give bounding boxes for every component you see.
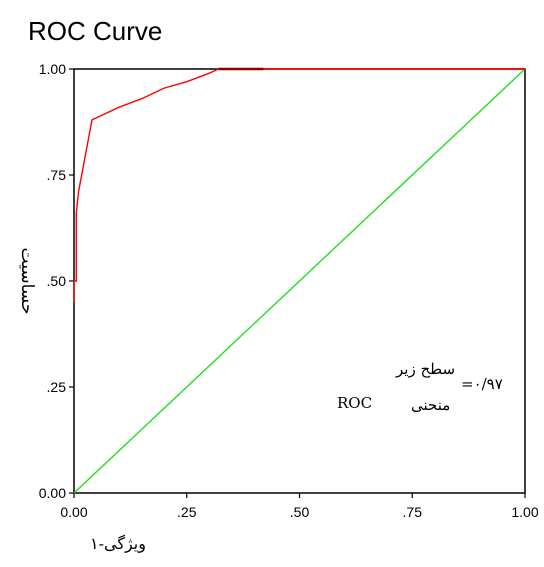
annotation-roc: ROC [337,394,372,412]
y-tick-label: 1.00 [39,61,66,77]
x-tick-label: .75 [403,504,423,520]
y-tick-label: .75 [47,167,67,183]
x-axis-label: ویژگی-۱ [90,534,146,553]
y-axis-label: حساسیت [17,248,37,315]
x-tick-label: .25 [177,504,197,520]
auc-annotation: سطح زیر ROC منحنی =۰/۹۷ [337,360,503,414]
chart-title: ROC Curve [28,16,162,46]
annotation-value: =۰/۹۷ [461,375,503,393]
annotation-line1: سطح زیر [395,360,455,378]
annotation-line2-word: منحنی [411,396,450,414]
plot-area: 0.00 .25 .50 .75 1.00 0.00 .25 .50 .75 1.00 [39,61,539,520]
y-tick-label: 0.00 [39,485,66,501]
y-tick-label: .50 [47,273,67,289]
x-tick-label: .50 [290,504,310,520]
reference-diagonal-line [73,68,526,494]
y-tick-label: .25 [47,379,67,395]
x-tick-label: 0.00 [60,504,87,520]
x-tick-label: 1.00 [511,504,538,520]
